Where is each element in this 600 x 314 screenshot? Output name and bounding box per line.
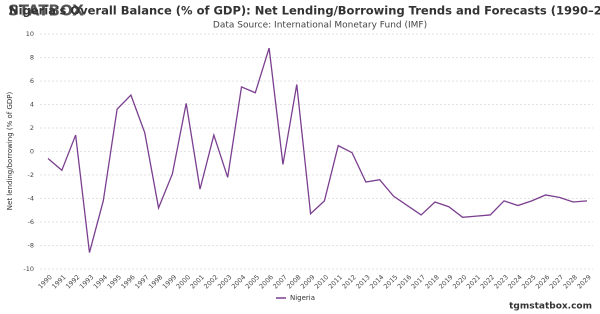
x-tick-label: 2019 [437,273,454,290]
x-tick-label: 1996 [119,273,136,290]
x-tick-label: 2002 [202,273,219,290]
x-tick-label: 2024 [506,273,523,290]
y-tick-label: -10 [23,265,34,273]
y-tick-label: -6 [28,218,34,226]
y-tick-label: 8 [30,54,34,62]
y-tick-label: -2 [28,171,34,179]
x-tick-label: 1993 [78,273,95,290]
x-tick-label: 1991 [50,273,67,290]
y-tick-label: -8 [28,242,34,250]
x-tick-label: 2022 [479,273,496,290]
x-tick-label: 2017 [410,273,427,290]
x-tick-label: 1995 [106,273,123,290]
x-tick-label: 2000 [175,273,192,290]
x-tick-label: 1994 [92,273,109,290]
x-tick-label: 2003 [216,273,233,290]
x-tick-label: 2008 [285,273,302,290]
y-tick-label: 6 [30,77,34,85]
legend-label: Nigeria [290,294,315,302]
x-tick-label: 2010 [313,273,330,290]
y-axis-label: Net lending/borrowing (% of GDP) [6,92,14,211]
x-tick-label: 2009 [299,273,316,290]
x-tick-label: 2016 [396,273,413,290]
x-tick-label: 2007 [271,273,288,290]
x-tick-label: 2025 [520,273,537,290]
x-tick-label: 2029 [575,273,592,290]
x-tick-label: 2027 [548,273,565,290]
footer: tgmstatbox.com [509,302,592,312]
x-tick-label: 2005 [244,273,261,290]
x-tick-label: 1997 [133,273,150,290]
x-tick-label: 2001 [188,273,205,290]
y-tick-label: -4 [28,195,34,203]
x-tick-label: 2006 [258,273,275,290]
y-tick-label: 4 [30,101,34,109]
y-tick-label: 0 [30,148,34,156]
x-tick-label: 2028 [562,273,579,290]
x-tick-label: 2014 [368,273,385,290]
x-tick-label: 1999 [161,273,178,290]
x-tick-label: 2018 [423,273,440,290]
y-tick-label: 2 [30,124,34,132]
x-tick-label: 1998 [147,273,164,290]
x-tick-label: 2015 [382,273,399,290]
chart-title: Nigeria's Overall Balance (% of GDP): Ne… [9,4,600,18]
x-tick-label: 2004 [230,273,247,290]
x-tick-label: 1990 [36,273,53,290]
x-tick-label: 2026 [534,273,551,290]
x-tick-label: 2023 [493,273,510,290]
chart-subtitle: Data Source: International Monetary Fund… [213,21,427,31]
x-tick-label: 2012 [341,273,358,290]
x-tick-label: 2020 [451,273,468,290]
x-tick-label: 2011 [327,273,344,290]
x-tick-label: 2021 [465,273,482,290]
x-tick-label: 1992 [64,273,81,290]
data-line [47,47,588,253]
y-tick-label: 10 [26,30,34,38]
logo: STATBOX [8,2,84,20]
x-tick-label: 2013 [354,273,371,290]
